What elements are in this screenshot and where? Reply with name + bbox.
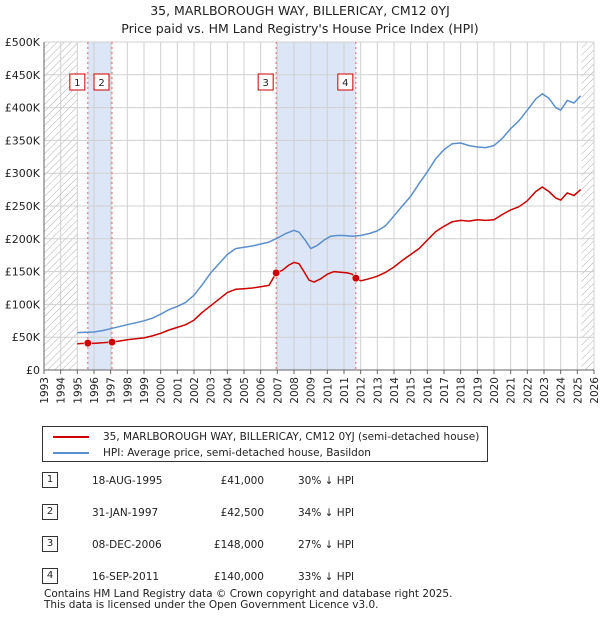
chart-legend: 35, MARLBOROUGH WAY, BILLERICAY, CM12 0Y…: [42, 426, 488, 462]
sale-label-box: [69, 73, 86, 91]
sale-point: [83, 339, 92, 348]
x-tick-label: 2004: [222, 377, 234, 404]
table-row: 1 18-AUG-1995 £41,000 30% ↓ HPI: [42, 471, 462, 491]
x-tick-label: 2017: [439, 377, 451, 404]
x-tick-label: 1997: [106, 377, 118, 404]
x-tick-label: 2015: [406, 377, 418, 404]
x-tick-label: 2022: [522, 377, 534, 404]
sale-number-badge: 3: [42, 536, 58, 552]
y-tick-label: £0: [26, 364, 40, 377]
sale-hpi-delta: 34% ↓ HPI: [298, 507, 355, 519]
table-row: 4 16-SEP-2011 £140,000 33% ↓ HPI: [42, 567, 462, 587]
x-tick-label: 2025: [572, 377, 584, 404]
x-tick-label: 2010: [322, 377, 334, 404]
x-tick-label: 1996: [89, 377, 101, 404]
x-tick-label: 2021: [506, 377, 518, 404]
sale-label-box: [93, 73, 110, 91]
sale-number-badge: 4: [42, 568, 58, 584]
sale-price: £140,000: [213, 571, 264, 583]
x-tick-label: 2006: [256, 377, 268, 404]
x-tick-label: 2007: [272, 377, 284, 404]
sale-price: £41,000: [220, 475, 264, 487]
sale-label: 3: [262, 78, 268, 89]
table-row: 3 08-DEC-2006 £148,000 27% ↓ HPI: [42, 535, 462, 555]
x-tick-label: 1999: [139, 377, 151, 404]
y-tick-label: £150K: [5, 266, 41, 279]
sale-hpi-delta: 30% ↓ HPI: [298, 475, 355, 487]
x-tick-label: 2019: [472, 377, 484, 404]
y-tick-label: £50K: [12, 331, 41, 344]
sale-label: 4: [342, 78, 348, 89]
x-tick-label: 2013: [372, 377, 384, 404]
legend-item-property: 35, MARLBOROUGH WAY, BILLERICAY, CM12 0Y…: [53, 429, 479, 445]
sale-date: 18-AUG-1995: [92, 475, 163, 487]
x-tick-label: 2000: [156, 377, 168, 404]
legend-swatch-property: [53, 436, 89, 438]
x-tick-label: 2002: [189, 377, 201, 404]
hpi-line: [77, 93, 582, 334]
legend-item-hpi: HPI: Average price, semi-detached house,…: [53, 445, 371, 461]
y-tick-label: £250K: [5, 200, 41, 213]
sale-label: 2: [98, 78, 104, 89]
sale-point: [107, 338, 117, 347]
table-row: 2 31-JAN-1997 £42,500 34% ↓ HPI: [42, 503, 462, 523]
sale-price: £148,000: [213, 539, 264, 551]
chart-title-line1: 35, MARLBOROUGH WAY, BILLERICAY, CM12 0Y…: [150, 3, 450, 18]
y-tick-label: £450K: [5, 69, 41, 82]
x-tick-label: 2016: [422, 377, 434, 404]
x-tick-label: 2014: [389, 377, 401, 404]
x-tick-label: 1995: [72, 377, 84, 404]
legend-swatch-hpi: [53, 452, 89, 454]
sale-date: 31-JAN-1997: [92, 507, 159, 519]
footer-copyright: Contains HM Land Registry data © Crown c…: [44, 588, 453, 600]
price-chart: 1 2 3 4 1993 1994 1995 1996 1997 1998 1999 2000 200…: [5, 36, 600, 404]
x-tick-label: 2005: [239, 377, 251, 404]
y-tick-label: £500K: [5, 36, 41, 49]
x-tick-label: 2018: [456, 377, 468, 404]
legend-label-property: 35, MARLBOROUGH WAY, BILLERICAY, CM12 0Y…: [103, 431, 480, 443]
x-tick-label: 1994: [56, 377, 68, 404]
sale-hpi-delta: 27% ↓ HPI: [298, 539, 355, 551]
x-tick-label: 2011: [339, 377, 351, 404]
footer-attribution: Contains HM Land Registry data © Crown c…: [44, 589, 452, 611]
sale-number-badge: 2: [42, 504, 58, 520]
x-tick-label: 1998: [122, 377, 134, 404]
x-tick-label: 2012: [356, 377, 368, 404]
sale-point: [272, 268, 281, 278]
x-tick-label: 2024: [556, 377, 568, 404]
sale-label: 1: [74, 78, 80, 89]
sale-date: 08-DEC-2006: [92, 539, 162, 551]
x-tick-label: 2001: [172, 377, 184, 404]
x-tick-label: 2003: [206, 377, 218, 404]
y-tick-label: £350K: [5, 134, 41, 147]
x-tick-label: 2023: [539, 377, 551, 404]
sale-label-box: [337, 73, 354, 91]
legend-label-hpi: HPI: Average price, semi-detached house,…: [103, 447, 371, 459]
sale-date: 16-SEP-2011: [92, 571, 160, 583]
y-tick-label: £300K: [5, 167, 41, 180]
x-tick-label: 1993: [39, 377, 51, 404]
y-tick-label: £100K: [5, 298, 41, 311]
x-tick-label: 2026: [589, 377, 600, 404]
property-price-line: [77, 186, 582, 345]
sale-label-box: [257, 73, 274, 91]
x-tick-label: 2009: [306, 377, 318, 404]
x-tick-label: 2008: [289, 377, 301, 404]
chart-title-line2: Price paid vs. HM Land Registry's House …: [121, 21, 479, 36]
x-tick-label: 2020: [489, 377, 501, 404]
chart-title: 35, MARLBOROUGH WAY, BILLERICAY, CM12 0Y…: [0, 2, 600, 38]
sale-number-badge: 1: [42, 472, 58, 488]
footer-licence: This data is licensed under the Open Gov…: [44, 599, 379, 611]
sale-price: £42,500: [220, 507, 264, 519]
y-tick-label: £200K: [5, 233, 41, 246]
y-tick-label: £400K: [5, 102, 41, 115]
sale-point: [351, 274, 360, 283]
sale-hpi-delta: 33% ↓ HPI: [298, 571, 355, 583]
